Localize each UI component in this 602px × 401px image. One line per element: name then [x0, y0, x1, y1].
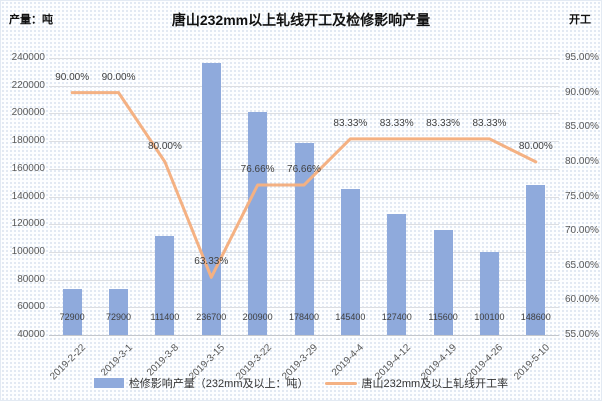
y-axis-tick-label: 100000 — [11, 245, 45, 257]
y-axis-tick-label: 60000 — [17, 301, 45, 313]
line-point-label: 80.00% — [147, 140, 182, 152]
gridline — [49, 58, 559, 59]
y-axis-tick-label-right: 65.00% — [565, 259, 599, 271]
bar — [109, 289, 129, 335]
bar-value-label: 178400 — [288, 312, 320, 322]
y-axis-tick-label: 240000 — [11, 52, 45, 63]
y-axis-tick-label-right: 60.00% — [565, 294, 599, 306]
y-axis-tick-label: 160000 — [11, 162, 45, 174]
line-point-label: 90.00% — [101, 71, 136, 83]
y-axis-tick-label-right: 80.00% — [565, 155, 599, 167]
bar-value-label: 72900 — [106, 312, 132, 322]
gridline — [49, 141, 559, 143]
line-point-label: 83.33% — [379, 117, 414, 129]
bar-value-label: 111400 — [150, 312, 180, 322]
y-axis-tick-label-right: 55.00% — [565, 329, 599, 340]
y-axis-tick-label: 120000 — [11, 218, 45, 230]
bar-series-swatch — [93, 378, 124, 388]
legend-item-bar: 检修影响产量（232mm及以上：吨） — [93, 375, 309, 391]
legend-item-line: 唐山232mm及以上轧线开工率 — [324, 375, 509, 391]
bar-value-label: 236700 — [196, 312, 227, 322]
line-point-label: 76.66% — [287, 164, 321, 175]
legend-line-label: 唐山232mm及以上轧线开工率 — [361, 378, 509, 390]
bar — [62, 289, 82, 335]
line-point-label: 83.33% — [472, 117, 507, 129]
bar-value-label: 200900 — [242, 312, 273, 322]
y-axis-tick-label: 200000 — [11, 107, 45, 119]
right-axis-title: 开工 — [569, 14, 591, 26]
line-point-label: 80.00% — [518, 140, 553, 152]
y-axis-tick-label: 220000 — [11, 79, 45, 91]
bar — [248, 112, 268, 335]
gridline — [49, 113, 559, 115]
bar-value-label: 100100 — [474, 312, 505, 322]
legend-bar-label: 检修影响产量（232mm及以上：吨） — [128, 378, 309, 390]
line-point-label: 83.33% — [333, 117, 368, 129]
y-axis-tick-label-right: 70.00% — [565, 225, 599, 237]
bar — [479, 251, 499, 335]
bar — [340, 189, 360, 335]
left-axis-title: 产量：吨 — [9, 14, 53, 26]
y-axis-tick-label: 40000 — [17, 329, 45, 340]
y-axis-tick-label: 180000 — [11, 135, 45, 147]
y-axis-tick-label-right: 95.00% — [565, 52, 599, 63]
bar — [387, 213, 407, 335]
line-series-swatch — [324, 381, 357, 385]
x-axis-line — [49, 335, 559, 336]
line-point-label: 83.33% — [426, 117, 461, 129]
legend: 检修影响产量（232mm及以上：吨） 唐山232mm及以上轧线开工率 — [1, 375, 601, 391]
bar-value-label: 115600 — [428, 312, 458, 322]
bar — [526, 184, 546, 335]
bar-value-label: 148600 — [520, 312, 551, 322]
gridline — [49, 85, 559, 87]
line-point-label: 90.00% — [55, 71, 90, 83]
y-axis-tick-label-right: 90.00% — [565, 86, 599, 98]
chart-title: 唐山232mm以上轧线开工及检修影响产量 — [171, 12, 431, 28]
bar-value-label: 72900 — [59, 312, 85, 322]
y-axis-tick-label-right: 75.00% — [565, 190, 599, 202]
bar-value-label: 145400 — [335, 312, 366, 322]
line-point-label: 76.66% — [240, 164, 275, 175]
bar-value-label: 127400 — [381, 312, 412, 322]
bar — [294, 143, 314, 335]
bar — [155, 236, 175, 335]
y-axis-tick-label-right: 85.00% — [565, 121, 599, 133]
y-axis-tick-label: 140000 — [11, 190, 45, 202]
bar — [433, 230, 453, 335]
line-point-label: 63.33% — [194, 256, 229, 268]
y-axis-tick-label: 80000 — [17, 273, 45, 285]
